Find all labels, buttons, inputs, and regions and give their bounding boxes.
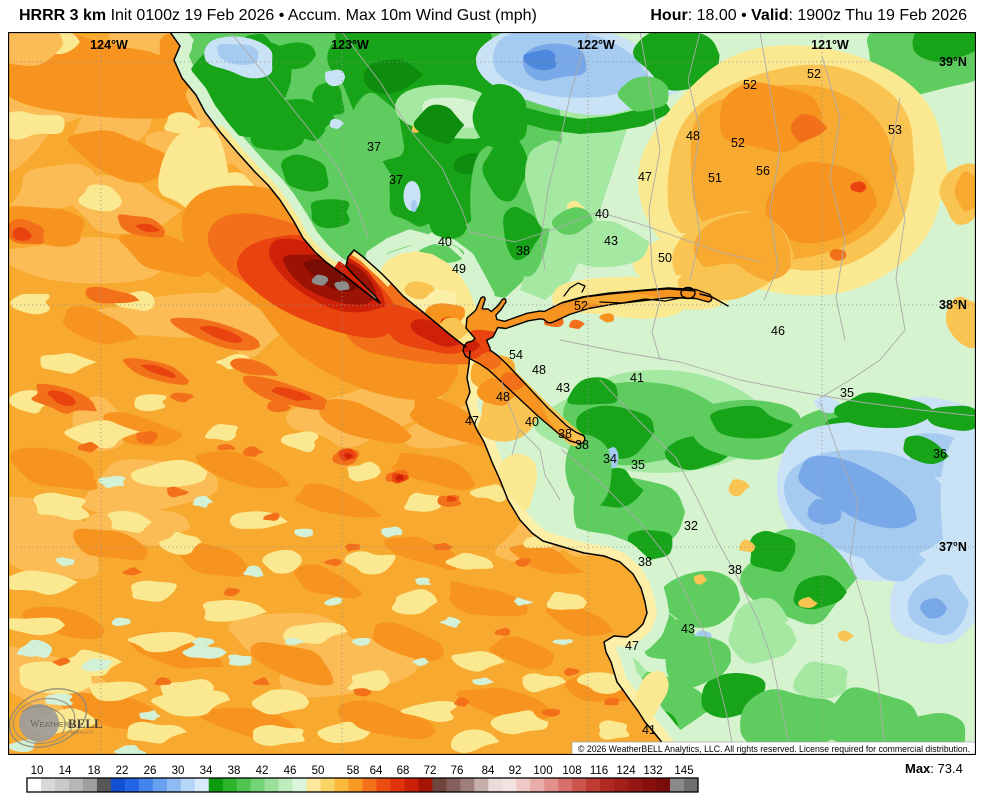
svg-text:48: 48 bbox=[496, 390, 510, 404]
svg-text:46: 46 bbox=[284, 765, 297, 777]
svg-text:37: 37 bbox=[367, 140, 381, 154]
svg-text:43: 43 bbox=[604, 234, 618, 248]
svg-text:10: 10 bbox=[31, 765, 44, 777]
svg-text:48: 48 bbox=[686, 129, 700, 143]
svg-text:84: 84 bbox=[482, 765, 495, 777]
svg-text:38: 38 bbox=[228, 765, 241, 777]
svg-text:36: 36 bbox=[933, 447, 947, 461]
svg-text:40: 40 bbox=[525, 415, 539, 429]
svg-text:51: 51 bbox=[708, 171, 722, 185]
svg-text:108: 108 bbox=[562, 765, 581, 777]
svg-text:38: 38 bbox=[575, 438, 589, 452]
svg-text:121°W: 121°W bbox=[811, 38, 849, 52]
svg-text:30: 30 bbox=[172, 765, 185, 777]
svg-text:38: 38 bbox=[516, 244, 530, 258]
svg-text:43: 43 bbox=[556, 381, 570, 395]
svg-text:35: 35 bbox=[840, 386, 854, 400]
svg-text:116: 116 bbox=[590, 765, 608, 777]
svg-text:53: 53 bbox=[888, 123, 902, 137]
svg-text:37: 37 bbox=[389, 173, 403, 187]
svg-text:34: 34 bbox=[603, 452, 617, 466]
svg-text:35: 35 bbox=[631, 458, 645, 472]
svg-text:34: 34 bbox=[200, 765, 213, 777]
svg-text:41: 41 bbox=[630, 371, 644, 385]
svg-text:145: 145 bbox=[674, 765, 693, 777]
svg-text:56: 56 bbox=[756, 164, 770, 178]
svg-text:14: 14 bbox=[59, 765, 72, 777]
svg-text:52: 52 bbox=[743, 78, 757, 92]
svg-text:76: 76 bbox=[451, 765, 464, 777]
svg-text:40: 40 bbox=[438, 235, 452, 249]
svg-text:38°N: 38°N bbox=[939, 298, 967, 312]
svg-text:52: 52 bbox=[807, 67, 821, 81]
svg-text:47: 47 bbox=[638, 170, 652, 184]
svg-text:© 2026 WeatherBELL Analytics,: © 2026 WeatherBELL Analytics, LLC. All r… bbox=[578, 744, 970, 754]
svg-text:40: 40 bbox=[595, 207, 609, 221]
svg-text:72: 72 bbox=[424, 765, 437, 777]
svg-text:38: 38 bbox=[638, 555, 652, 569]
svg-text:39°N: 39°N bbox=[939, 55, 967, 69]
svg-text:52: 52 bbox=[574, 299, 588, 313]
svg-text:100: 100 bbox=[533, 765, 552, 777]
svg-text:43: 43 bbox=[681, 622, 695, 636]
svg-text:47: 47 bbox=[465, 414, 479, 428]
svg-text:132: 132 bbox=[643, 765, 662, 777]
svg-text:50: 50 bbox=[658, 251, 672, 265]
svg-text:64: 64 bbox=[370, 765, 383, 777]
svg-text:37°N: 37°N bbox=[939, 540, 967, 554]
svg-text:54: 54 bbox=[509, 348, 523, 362]
svg-text:49: 49 bbox=[452, 262, 466, 276]
svg-text:92: 92 bbox=[509, 765, 522, 777]
svg-text:123°W: 123°W bbox=[331, 38, 369, 52]
svg-text:38: 38 bbox=[558, 427, 572, 441]
svg-text:Analytics LLC: Analytics LLC bbox=[70, 730, 94, 735]
svg-text:22: 22 bbox=[116, 765, 129, 777]
svg-text:52: 52 bbox=[731, 136, 745, 150]
svg-text:122°W: 122°W bbox=[577, 38, 615, 52]
svg-text:38: 38 bbox=[728, 563, 742, 577]
svg-text:26: 26 bbox=[144, 765, 157, 777]
svg-text:47: 47 bbox=[625, 639, 639, 653]
svg-text:BELL: BELL bbox=[68, 716, 103, 731]
svg-text:18: 18 bbox=[88, 765, 101, 777]
svg-text:124°W: 124°W bbox=[90, 38, 128, 52]
svg-text:WEATHER: WEATHER bbox=[30, 719, 70, 730]
svg-text:50: 50 bbox=[312, 765, 325, 777]
svg-text:Max: 73.4: Max: 73.4 bbox=[905, 761, 963, 776]
svg-text:41: 41 bbox=[642, 723, 656, 737]
svg-text:42: 42 bbox=[256, 765, 269, 777]
svg-text:68: 68 bbox=[397, 765, 410, 777]
svg-text:48: 48 bbox=[532, 363, 546, 377]
svg-text:124: 124 bbox=[616, 765, 636, 777]
svg-text:46: 46 bbox=[771, 324, 785, 338]
svg-text:58: 58 bbox=[347, 765, 360, 777]
svg-text:32: 32 bbox=[684, 519, 698, 533]
